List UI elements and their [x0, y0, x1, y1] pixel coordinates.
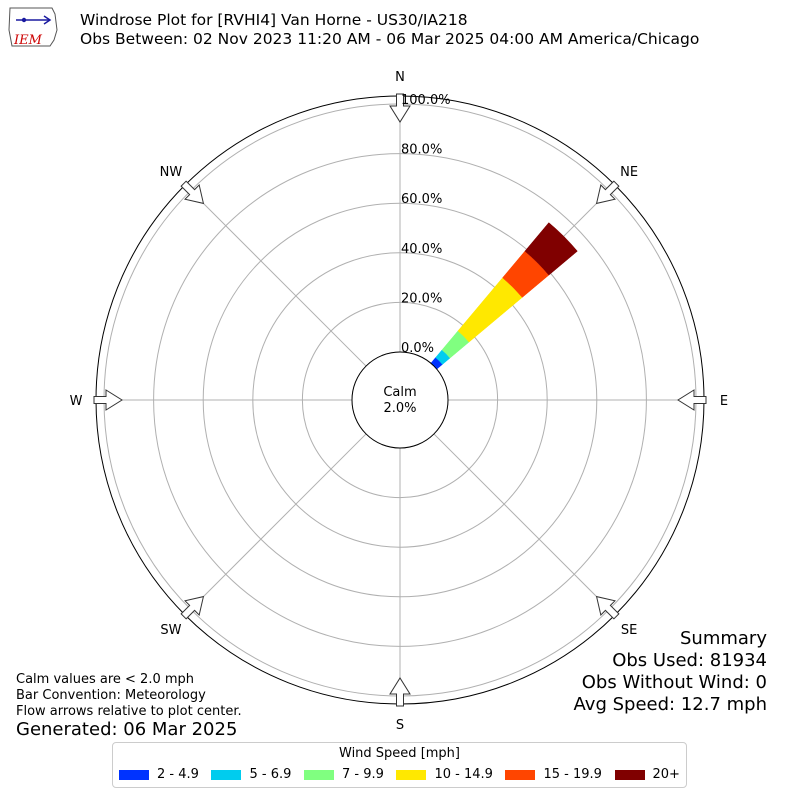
legend-item: 15 - 19.9	[505, 767, 602, 782]
legend-title: Wind Speed [mph]	[339, 746, 460, 761]
radial-tick-label: 0.0%	[401, 341, 434, 356]
ring-gridline	[252, 252, 548, 548]
ring-gridline	[153, 153, 647, 647]
iem-logo: IEM	[8, 7, 58, 48]
calm-value: 2.0%	[383, 401, 416, 416]
direction-label-sw: SW	[160, 623, 181, 638]
legend-label: 20+	[652, 767, 680, 782]
ring-gridline	[202, 202, 598, 598]
radial-tick-label: 60.0%	[401, 192, 442, 207]
legend-item: 7 - 9.9	[303, 767, 384, 782]
legend-swatch	[211, 769, 242, 780]
flow-arrows-note: Flow arrows relative to plot center.	[16, 704, 242, 719]
flow-arrow-icon	[595, 180, 620, 205]
chart-title: Windrose Plot for [RVHI4] Van Horne - US…	[80, 11, 468, 29]
legend-swatch	[303, 769, 334, 780]
summary-obs-used: Obs Used: 81934	[612, 650, 767, 671]
summary-heading: Summary	[680, 628, 767, 649]
radial-tick-label: 100.0%	[401, 93, 451, 108]
radial-tick-label: 80.0%	[401, 143, 442, 158]
legend-item: 2 - 4.9	[119, 767, 199, 782]
svg-text:IEM: IEM	[13, 33, 43, 48]
ring-gridline	[301, 301, 499, 499]
direction-label-se: SE	[621, 623, 637, 638]
radial-gridline-nw	[184, 184, 367, 367]
chart-subtitle: Obs Between: 02 Nov 2023 11:20 AM - 06 M…	[80, 30, 700, 48]
radial-gridline-se	[433, 433, 616, 616]
calm-label: Calm	[383, 385, 416, 400]
legend-swatch	[614, 769, 645, 780]
legend-swatch	[119, 769, 149, 780]
flow-arrow-icon	[93, 389, 123, 411]
direction-label-nw: NW	[160, 165, 183, 180]
flow-arrow-icon	[389, 677, 411, 707]
legend: Wind Speed [mph] 2 - 4.9 5 - 6.9 7 - 9.9 10…	[112, 742, 687, 788]
legend-item: 10 - 14.9	[396, 767, 493, 782]
direction-label-e: E	[720, 394, 728, 409]
direction-label-s: S	[396, 718, 404, 733]
flow-arrow-icon	[595, 595, 620, 620]
legend-label: 2 - 4.9	[157, 767, 199, 782]
calm-circle	[351, 351, 449, 449]
summary-avg-speed: Avg Speed: 12.7 mph	[573, 694, 767, 715]
direction-label-ne: NE	[620, 165, 638, 180]
radial-tick-label: 20.0%	[401, 291, 442, 306]
legend-label: 5 - 6.9	[249, 767, 292, 782]
flow-arrow-icon	[389, 93, 411, 123]
bar-segment-4	[457, 277, 523, 343]
legend-swatch	[396, 769, 427, 780]
flow-arrow-icon	[677, 389, 707, 411]
direction-label-w: W	[70, 394, 83, 409]
flow-arrow-icon	[180, 595, 205, 620]
legend-label: 7 - 9.9	[341, 767, 384, 782]
calm-note: Calm values are < 2.0 mph	[16, 672, 195, 687]
summary-obs-without-wind: Obs Without Wind: 0	[581, 672, 767, 693]
legend-label: 10 - 14.9	[434, 767, 493, 782]
legend-items: 2 - 4.9 5 - 6.9 7 - 9.9 10 - 14.9 15 - 19.9 2…	[119, 767, 680, 782]
radial-gridline-sw	[184, 433, 367, 616]
direction-label-n: N	[395, 70, 405, 85]
generated-date: Generated: 06 Mar 2025	[16, 719, 238, 740]
bar-convention-note: Bar Convention: Meteorology	[16, 688, 206, 703]
radial-tick-label: 40.0%	[401, 242, 442, 257]
bar-segment-6	[524, 222, 578, 276]
flow-arrow-icon	[180, 180, 205, 205]
legend-swatch	[505, 769, 536, 780]
legend-item: 5 - 6.9	[211, 767, 291, 782]
legend-item: 20+	[614, 767, 680, 782]
legend-label: 15 - 19.9	[543, 767, 602, 782]
